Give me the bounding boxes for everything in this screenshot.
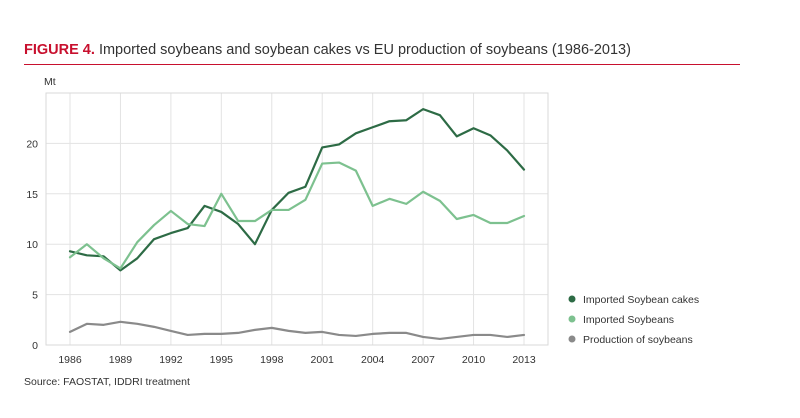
legend-label: Imported Soybeans [583,314,674,326]
legend-marker [568,315,576,323]
legend: Imported Soybean cakes Imported Soybeans P… [568,294,699,346]
x-tick-label: 2013 [512,354,536,366]
legend-label: Imported Soybean cakes [583,294,699,306]
y-tick-label: 10 [26,239,38,251]
x-tick-label: 1992 [159,354,183,366]
chart-title: FIGURE 4. Imported soybeans and soybean … [24,42,631,58]
y-tick-label: 20 [26,138,38,150]
title-rule [24,64,740,65]
series-line-3 [68,320,526,341]
series-group [68,108,526,341]
y-tick-label: 0 [32,340,38,352]
grid [46,93,548,345]
legend-marker [568,335,576,343]
series-line-1 [68,108,526,272]
legend-marker [568,295,576,303]
source-note: Source: FAOSTAT, IDDRI treatment [24,376,190,388]
x-tick-label: 2004 [361,354,385,366]
legend-label: Production of soybeans [583,334,693,346]
x-tick-label: 1989 [109,354,133,366]
x-tick-label: 1995 [210,354,234,366]
figure-title: Imported soybeans and soybean cakes vs E… [98,42,631,58]
x-tick-label: 1998 [260,354,284,366]
plot-frame [45,92,549,346]
x-tick-label: 2007 [411,354,435,366]
y-axis-ticks: 0 5 10 15 20 [26,138,38,352]
x-axis-ticks: 1986 1989 1992 1995 1998 2001 2004 2007 2010 2013 [58,354,536,366]
figure-label: FIGURE 4. [24,42,95,58]
x-tick-label: 1986 [58,354,82,366]
x-tick-label: 2001 [311,354,335,366]
y-axis-label: Mt [44,76,56,88]
series-line-2 [68,161,526,270]
y-tick-label: 5 [32,290,38,302]
y-tick-label: 15 [26,189,38,201]
x-tick-label: 2010 [462,354,486,366]
